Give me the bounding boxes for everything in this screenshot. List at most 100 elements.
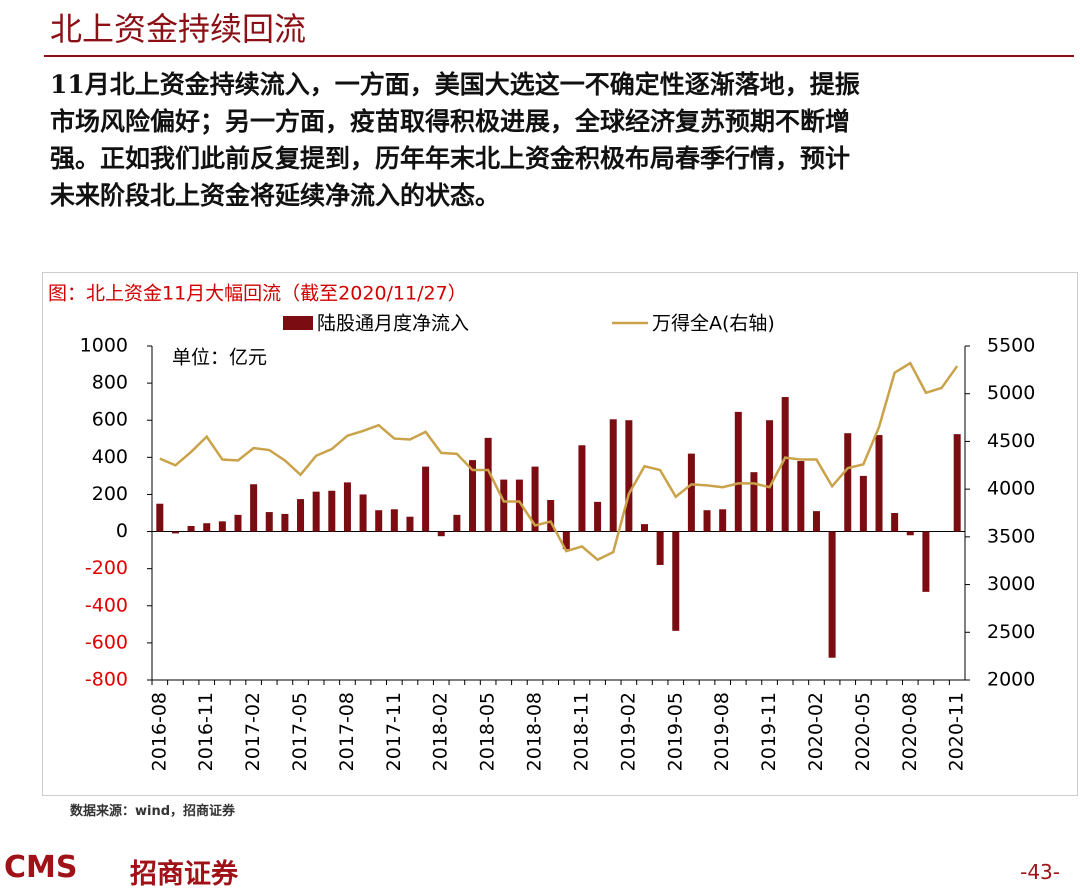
bar [250,484,258,532]
bar [265,512,273,532]
bar [203,523,211,532]
body-line: 11月北上资金持续流入，一方面，美国大选这一不确定性逐渐落地，提振 [50,70,860,99]
x-tick-label: 2018-02 [430,692,452,771]
y2-tick-label: 2500 [987,621,1035,643]
y2-tick-label: 4500 [987,430,1035,452]
bar [500,479,508,532]
bar [859,475,867,532]
bar [515,479,523,532]
y-tick-label: 0 [116,520,128,542]
bar [672,531,680,631]
bar [812,511,820,532]
bar [640,524,648,532]
x-tick-label: 2017-08 [336,692,358,771]
chart-title: 图：北上资金11月大幅回流（截至2020/11/27） [48,283,467,305]
bar [343,482,351,532]
bar [312,491,320,532]
bar [562,531,570,550]
bar [594,501,602,532]
line [159,361,959,562]
body-text: 11月北上资金持续流入，一方面，美国大选这一不确定性逐渐落地，提振 市场风险偏好… [50,66,860,214]
bar [422,466,430,532]
brand: 招商证券 [130,859,238,890]
bar [734,411,742,532]
bar [156,503,164,532]
x-tick-label: 2020-02 [805,692,827,771]
bar [797,461,805,532]
bar [218,521,226,532]
bar [750,472,758,532]
x-tick-label: 2017-11 [383,692,405,771]
y-tick-label: 200 [92,483,128,505]
bar [469,460,477,532]
bar [609,419,617,532]
legend-label: 万得全A(右轴) [652,313,775,335]
unit-label: 单位：亿元 [172,347,267,369]
bar [766,420,774,532]
y-tick-label: 1000 [80,335,128,357]
x-tick-label: 2016-11 [195,692,217,771]
legend-swatch [283,316,313,330]
bar [171,531,179,534]
body-line: 未来阶段北上资金将延续净流入的状态。 [50,181,501,210]
x-tick-label: 2019-02 [617,692,639,771]
bar [891,513,899,532]
bar [906,531,914,536]
bar [719,509,727,532]
bar [656,531,664,565]
y2-tick-label: 2000 [987,669,1035,691]
title-rule [44,55,1074,57]
x-tick-label: 2019-11 [758,692,780,771]
y2-tick-label: 3500 [987,525,1035,547]
bar [844,433,852,532]
bar [828,531,836,658]
bar [375,510,383,532]
bar [531,466,539,532]
bar [922,531,930,592]
bar [406,516,414,532]
y-tick-label: -400 [85,594,128,616]
bar [781,397,789,532]
bar [578,445,586,532]
x-tick-label: 2019-05 [664,692,686,771]
logo: CMS [4,850,78,885]
bar [875,435,883,532]
y-tick-label: 600 [92,409,128,431]
x-tick-label: 2019-08 [711,692,733,771]
bar [234,514,242,532]
x-tick-label: 2020-08 [899,692,921,771]
bar [953,434,961,532]
x-tick-label: 2020-05 [852,692,874,771]
bar [390,509,398,532]
bar [437,531,445,537]
body-line: 强。正如我们此前反复提到，历年年末北上资金积极布局春季行情，预计 [50,144,851,173]
y2-tick-label: 4000 [987,478,1035,500]
y-tick-label: 800 [92,372,128,394]
y-tick-label: -600 [85,631,128,653]
y-tick-label: -800 [85,669,128,691]
y-tick-label: 400 [92,446,128,468]
x-tick-label: 2016-08 [148,692,170,771]
body-line: 市场风险偏好；另一方面，疫苗取得积极进展，全球经济复苏预期不断增 [50,107,851,136]
source: 数据来源：wind，招商证券 [70,804,236,819]
chart: 图：北上资金11月大幅回流（截至2020/11/27） 单位：亿元 -800 -6… [48,283,1035,772]
y-tick-label: -200 [85,557,128,579]
bar [484,437,492,532]
x-tick-label: 2018-08 [524,692,546,771]
x-tick-label: 2017-02 [242,692,264,771]
bar [359,494,367,532]
bar [687,453,695,532]
bar [281,513,289,532]
y2-tick-label: 5000 [987,382,1035,404]
y2-tick-label: 5500 [987,335,1035,357]
x-tick-label: 2018-11 [570,692,592,771]
bar [547,500,555,532]
page-number: -43- [1020,860,1060,884]
x-tick-label: 2018-05 [477,692,499,771]
slide-title: 北上资金持续回流 [50,10,307,48]
legend-label: 陆股通月度净流入 [317,313,469,335]
chart-frame [42,272,1078,796]
bar [453,514,461,532]
bar [703,510,711,532]
